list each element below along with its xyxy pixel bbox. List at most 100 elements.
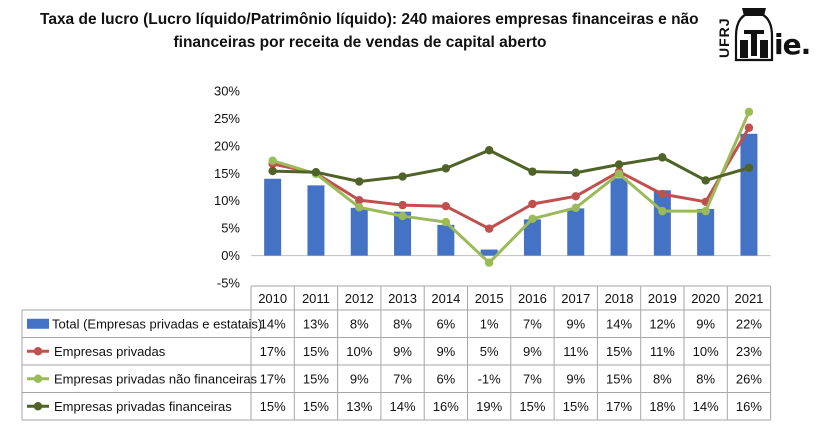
line-series-2 <box>272 111 751 265</box>
marker-series-2-2018 <box>614 169 624 179</box>
bar-2010 <box>264 178 282 256</box>
category-label-2010: 2010 <box>258 291 287 306</box>
data-label: 26% <box>736 371 762 386</box>
category-label-2021: 2021 <box>734 291 763 306</box>
y-tick-label: 25% <box>214 111 240 126</box>
marker-series-3-2017 <box>571 168 580 177</box>
category-label-2014: 2014 <box>431 291 460 306</box>
y-tick-label: -5% <box>217 276 241 291</box>
data-label: 11% <box>650 344 675 359</box>
data-label: 5% <box>480 344 499 359</box>
marker-series-1-2012 <box>355 195 364 205</box>
data-label: 13% <box>303 316 329 331</box>
line-series-1 <box>272 126 751 231</box>
line-series-3 <box>272 148 750 184</box>
data-label: 12% <box>649 316 675 331</box>
y-tick-label: 15% <box>214 166 240 181</box>
bar-2011 <box>307 185 325 256</box>
legend-key-bar <box>27 318 49 329</box>
category-label-2018: 2018 <box>605 291 634 306</box>
marker-series-3-2018 <box>614 160 624 169</box>
helmet-icon <box>734 8 774 62</box>
data-label: 10% <box>693 344 719 359</box>
data-label: 9% <box>350 371 369 386</box>
marker-series-2-2015 <box>484 258 494 267</box>
data-label: 9% <box>393 344 412 359</box>
category-label-2013: 2013 <box>388 291 417 306</box>
data-label: 15% <box>563 399 589 414</box>
bar-2021 <box>740 133 758 256</box>
data-label: 9% <box>566 371 585 386</box>
bar-2017 <box>567 208 585 256</box>
data-label: 7% <box>523 371 542 386</box>
data-label: 6% <box>436 316 455 331</box>
data-label: 9% <box>436 344 455 359</box>
category-label-2019: 2019 <box>648 291 677 306</box>
data-label: 8% <box>653 371 672 386</box>
marker-series-3-2019 <box>658 153 667 162</box>
y-tick-label: 30% <box>214 84 240 99</box>
data-label: 16% <box>736 399 762 414</box>
marker-series-3-2016 <box>528 167 537 176</box>
data-label: 17% <box>606 399 632 414</box>
marker-series-3-2011 <box>311 167 321 177</box>
legend-key-marker <box>33 347 43 356</box>
marker-series-3-2015 <box>484 146 494 155</box>
marker-series-3-2021 <box>744 163 754 172</box>
data-label: 19% <box>476 399 502 414</box>
marker-series-2-2019 <box>658 206 667 216</box>
data-label: 15% <box>303 399 329 414</box>
y-tick-label: 10% <box>214 193 240 208</box>
marker-series-2-2020 <box>701 206 710 216</box>
marker-series-2-2013 <box>398 211 407 221</box>
logo-ie-text: ie. <box>774 28 811 61</box>
data-label: 9% <box>523 344 542 359</box>
marker-series-1-2019 <box>658 189 667 199</box>
legend-label: Empresas privadas <box>54 344 166 359</box>
category-label-2020: 2020 <box>691 291 720 306</box>
y-tick-label: 5% <box>221 221 240 236</box>
y-tick-label: 0% <box>221 248 240 263</box>
data-label: 10% <box>346 344 372 359</box>
marker-series-1-2017 <box>571 192 580 201</box>
data-label: 17% <box>260 371 286 386</box>
data-label: 14% <box>606 316 632 331</box>
data-table: 2010 2011 2012 2013 2014 2015 2016 2017 2018 2019… <box>21 285 772 421</box>
bar-2019 <box>653 190 671 256</box>
data-label: 22% <box>736 316 762 331</box>
marker-series-2-2012 <box>355 203 364 212</box>
data-label: 17% <box>260 344 286 359</box>
marker-series-2-2017 <box>571 203 580 213</box>
category-label-2016: 2016 <box>518 291 547 306</box>
bar-2013 <box>394 211 412 256</box>
category-label-2012: 2012 <box>345 291 374 306</box>
marker-series-1-2014 <box>441 202 451 211</box>
marker-series-3-2013 <box>398 172 407 181</box>
data-label: 7% <box>393 371 412 386</box>
bar-2018 <box>610 178 628 256</box>
data-label: 8% <box>696 371 715 386</box>
data-label: 15% <box>519 399 545 414</box>
data-label: 15% <box>303 344 329 359</box>
data-label: 13% <box>346 399 372 414</box>
marker-series-3-2014 <box>441 164 451 173</box>
bar-2020 <box>697 208 715 256</box>
data-label: 8% <box>350 316 369 331</box>
data-label: 15% <box>606 344 632 359</box>
category-label-2015: 2015 <box>475 291 504 306</box>
data-label: 14% <box>390 399 416 414</box>
marker-series-2-2021 <box>744 107 754 117</box>
marker-series-1-2021 <box>744 123 754 132</box>
category-label-2017: 2017 <box>561 291 590 306</box>
chart-title: Taxa de lucro (Lucro líquido/Patrimônio … <box>40 8 699 54</box>
y-tick-label: 20% <box>214 138 240 153</box>
legend-label: Empresas privadas financeiras <box>54 399 232 414</box>
data-label: 15% <box>260 399 286 414</box>
legend-label: Empresas privadas não financeiras <box>54 371 258 386</box>
data-label: 9% <box>696 316 715 331</box>
marker-series-3-2020 <box>701 176 710 185</box>
marker-series-1-2016 <box>528 199 537 209</box>
data-label: 1% <box>480 316 499 331</box>
marker-series-1-2013 <box>398 200 407 210</box>
